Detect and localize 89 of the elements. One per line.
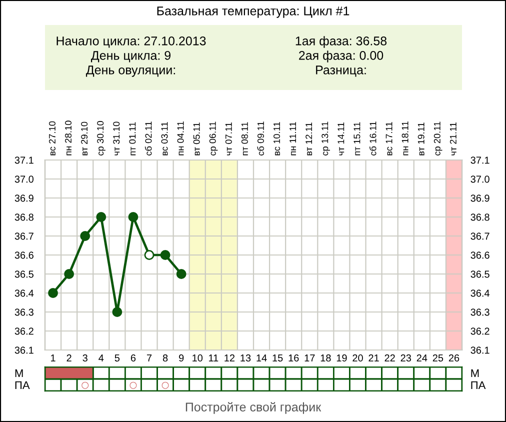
y2-tick-label: 36.4 — [470, 290, 490, 297]
text: Разница: — [316, 66, 366, 77]
y-tick-label: ПА — [15, 381, 30, 390]
y-tick-label: 36.6 — [14, 252, 34, 259]
x-tick-label: 17 — [304, 354, 315, 362]
x2-tick-label: вс 17.11 — [386, 122, 392, 156]
x-tick-label: 2 — [66, 354, 72, 362]
x-tick-label: 15 — [272, 354, 283, 362]
x2-tick-label: вс 27.10 — [48, 121, 56, 156]
text: Постройте свой график — [186, 402, 322, 414]
x-tick-label: 19 — [336, 354, 347, 362]
x2-tick-label: сб 09.11 — [257, 122, 264, 156]
x2-tick-label: ср 20.11 — [434, 122, 442, 156]
y2-tick-label: 37.1 — [470, 156, 490, 164]
text: ○ — [82, 382, 89, 389]
x2-tick-label: пт 08.11 — [241, 122, 248, 156]
y2-tick-label: 36.2 — [470, 328, 490, 335]
y-tick-label: 36.4 — [14, 290, 34, 297]
x-tick-label: 16 — [288, 354, 299, 362]
y-tick-label: 36.9 — [14, 194, 34, 202]
x-tick-label: 6 — [130, 354, 136, 362]
x2-tick-label: вт 19.11 — [418, 122, 424, 156]
y-tick-label: 36.1 — [14, 346, 34, 354]
y-tick-label: 37.0 — [14, 176, 34, 183]
x2-tick-label: вт 12.11 — [306, 122, 312, 156]
x-tick-label: 12 — [224, 354, 234, 362]
text: 2ая фаза: 0.00 — [299, 50, 384, 62]
x-tick-label: 18 — [320, 354, 331, 362]
x2-tick-label: чт 07.11 — [225, 122, 232, 156]
text: 1ая фаза: 36.58 — [296, 36, 387, 48]
y-tick-label: 36.5 — [14, 270, 34, 278]
x2-tick-label: вт 29.10 — [81, 122, 88, 156]
x-tick-label: 10 — [192, 354, 203, 362]
text: Начало цикла: 27.10.2013 — [56, 36, 206, 48]
x-tick-label: 8 — [162, 354, 168, 362]
x-tick-label: 13 — [240, 354, 251, 362]
y2-tick-label: 36.1 — [470, 346, 490, 354]
x-tick-label: 24 — [416, 354, 428, 362]
x-tick-label: 25 — [432, 354, 444, 362]
y2-tick-label: 36.3 — [470, 308, 490, 316]
x2-tick-label: пн 04.11 — [177, 121, 184, 156]
y-tick-label: М — [15, 369, 23, 378]
y2-tick-label: 36.7 — [470, 232, 490, 240]
x-tick-label: 11 — [208, 354, 218, 362]
y2-tick-label: 37.0 — [470, 176, 490, 183]
x-tick-label: 1 — [51, 354, 56, 362]
x-tick-label: 22 — [384, 354, 395, 362]
text: День овуляции: — [86, 66, 175, 77]
y2-tick-label: 36.5 — [470, 270, 490, 278]
text: День цикла: 9 — [90, 51, 171, 62]
y-tick-label: 36.8 — [14, 214, 34, 221]
x-tick-label: 7 — [146, 354, 152, 362]
x-tick-label: 9 — [179, 354, 184, 362]
x2-tick-label: сб 02.11 — [144, 122, 152, 156]
x2-tick-label: пт 15.11 — [354, 122, 360, 156]
x2-tick-label: пн 11.11 — [290, 122, 296, 156]
y2-tick-label: 36.8 — [470, 214, 490, 221]
y-tick-label: 36.7 — [14, 232, 34, 240]
x2-tick-label: пн 28.10 — [65, 120, 72, 156]
y-tick-label: 36.3 — [14, 308, 34, 316]
x2-tick-label: вс 03.11 — [161, 122, 168, 156]
text: ○ — [162, 382, 169, 389]
x2-tick-label: чт 14.11 — [338, 122, 344, 156]
x-tick-label: 21 — [368, 354, 379, 362]
y2-tick-label: 36.9 — [470, 194, 490, 202]
x2-tick-label: вс 10.11 — [274, 122, 280, 156]
x-tick-label: 20 — [352, 354, 363, 362]
y2-tick-label: М — [471, 369, 479, 378]
y2-tick-label: ПА — [471, 381, 486, 390]
x2-tick-label: чт 21.11 — [450, 122, 456, 156]
x2-tick-label: чт 31.10 — [113, 122, 120, 156]
y-tick-label: 36.2 — [14, 328, 34, 335]
x-tick-label: 14 — [256, 354, 267, 362]
y2-tick-label: 36.6 — [470, 252, 490, 259]
x2-tick-label: ср 06.11 — [209, 122, 218, 156]
x2-tick-label: ср 30.10 — [97, 121, 106, 156]
x2-tick-label: вт 05.11 — [193, 122, 200, 156]
chart-title: Базальная температура: Цикл #1 — [157, 6, 350, 18]
x-tick-label: 26 — [448, 354, 460, 362]
x-tick-label: 5 — [114, 354, 120, 362]
x2-tick-label: сб 16.11 — [369, 122, 376, 156]
x-tick-label: 3 — [82, 354, 88, 362]
x-tick-label: 4 — [98, 354, 104, 362]
x2-tick-label: пн 18.11 — [402, 121, 408, 156]
y-tick-label: 37.1 — [14, 156, 34, 164]
x2-tick-label: пт 01.11 — [129, 122, 136, 156]
text: ○ — [130, 382, 137, 389]
x-tick-label: 23 — [400, 354, 411, 362]
x2-tick-label: ср 13.11 — [322, 122, 330, 156]
